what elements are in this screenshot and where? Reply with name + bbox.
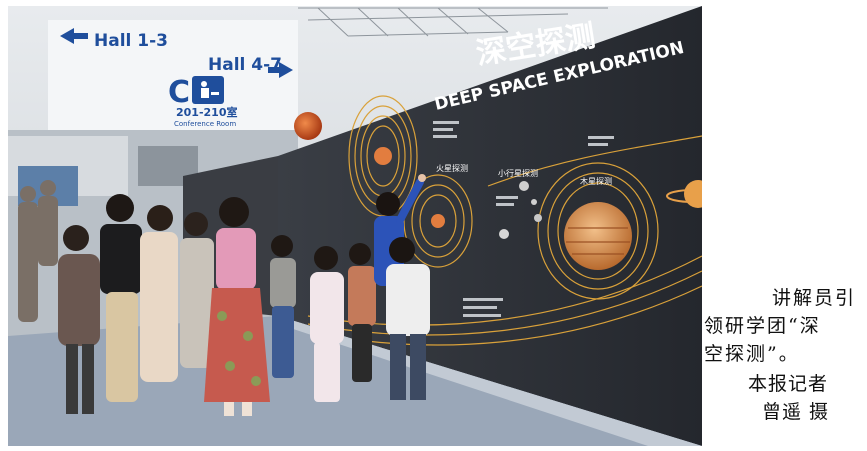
label-mars: 火星探测 <box>436 163 468 173</box>
caption-line-2: 领研学团“深 <box>704 315 821 337</box>
hall-left-sign: Hall 1-3 <box>94 31 168 51</box>
visitor-crowd <box>18 174 430 416</box>
photo-credit-line-2: 曾遥 摄 <box>762 401 830 423</box>
label-asteroid: 小行星探测 <box>498 168 538 178</box>
arrow-left-icon <box>60 28 88 44</box>
wall-text-blocks <box>433 121 614 317</box>
planet-orbit-center <box>374 147 392 165</box>
room-range: 201-210室 <box>176 105 238 119</box>
photo-illustration: Hall 1-3 Hall 4-7 C 201-210室 Conference … <box>8 6 702 446</box>
caption-line-3: 空探测”。 <box>704 343 800 365</box>
hall-sign-board <box>48 20 298 130</box>
label-jupiter: 木星探测 <box>580 176 612 186</box>
arrow-right-icon <box>268 62 293 78</box>
ceiling-truss <box>298 7 608 37</box>
exhibit-photo: Hall 1-3 Hall 4-7 C 201-210室 Conference … <box>8 6 702 446</box>
caption-line-1: 讲解员引 <box>772 287 857 309</box>
photo-credit-line-1: 本报记者 <box>748 373 829 395</box>
exhibit-wall <box>278 6 702 446</box>
room-letter: C <box>168 75 190 110</box>
photo-caption: 讲解员引 领研学团“深 空探测”。 本报记者 曾遥 摄 <box>704 284 867 444</box>
hall-right-sign: Hall 4-7 <box>208 55 282 75</box>
planet-red <box>294 112 322 140</box>
room-label: Conference Room <box>174 120 236 128</box>
planet-jupiter <box>564 202 632 270</box>
